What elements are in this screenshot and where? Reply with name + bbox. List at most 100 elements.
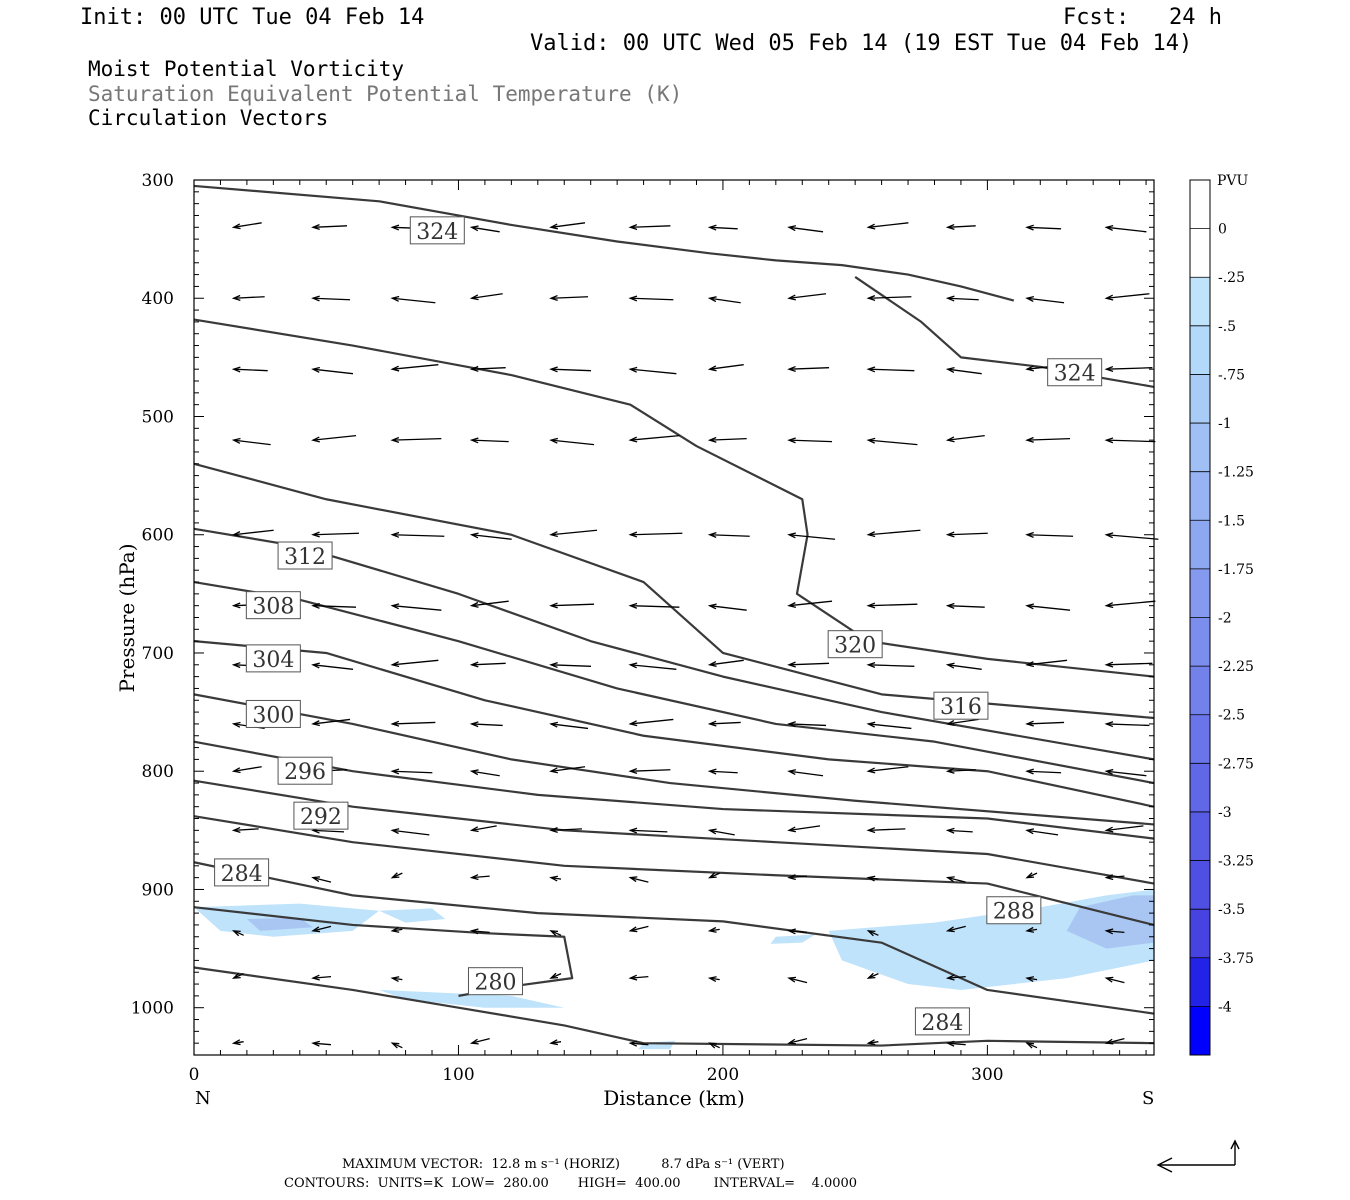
vector-arrow-head bbox=[707, 976, 717, 983]
vector-arrow-head bbox=[390, 365, 400, 372]
vector-arrow-head bbox=[1025, 828, 1035, 835]
vector-arrow-head bbox=[787, 976, 797, 983]
vector-arrow bbox=[630, 605, 680, 608]
vector-arrow bbox=[1026, 605, 1071, 611]
theta-contour-308 bbox=[193, 580, 1155, 785]
theta-contours bbox=[193, 184, 1155, 1047]
vector-arrow bbox=[392, 297, 436, 304]
vector-arrow bbox=[1106, 439, 1156, 443]
vector-arrow bbox=[312, 877, 332, 883]
vector-arrow-head bbox=[945, 295, 955, 302]
vector-arrow-head bbox=[1025, 365, 1035, 372]
vector-arrow-head bbox=[390, 603, 400, 610]
vector-arrow-head bbox=[231, 721, 241, 728]
vector-arrow bbox=[709, 721, 741, 725]
vector-arrow-head bbox=[707, 531, 717, 538]
vector-arrow-head bbox=[1025, 872, 1035, 879]
vector-arrow bbox=[312, 718, 351, 725]
vector-arrow-head bbox=[628, 531, 638, 538]
vector-arrow-head bbox=[707, 828, 717, 835]
x-tick-label: 100 bbox=[442, 1065, 474, 1085]
contour-label-box bbox=[1047, 358, 1103, 387]
pv-shade-region bbox=[379, 908, 446, 923]
vector-arrow-head bbox=[231, 826, 241, 833]
contour-labels: 324 324 320 316 312 308 304 300 296 292 288 284 280 2… bbox=[214, 216, 1103, 1036]
vector-arrow-head bbox=[866, 295, 876, 302]
colorbar-segment bbox=[1190, 374, 1210, 424]
vector-arrow bbox=[392, 364, 439, 370]
vector-arrow-head bbox=[945, 223, 955, 230]
vector-arrow-head bbox=[628, 876, 638, 883]
vector-arrow bbox=[868, 603, 918, 607]
colorbar-segment bbox=[1190, 471, 1210, 521]
vector-arrow bbox=[868, 664, 915, 667]
vector-arrow-head bbox=[549, 602, 558, 609]
y-tick-label: 900 bbox=[142, 880, 174, 900]
vector-arrow-head bbox=[469, 532, 479, 539]
colorbar-label: -1.25 bbox=[1218, 465, 1254, 481]
vector-arrow-head bbox=[231, 767, 241, 774]
vector-arrow-head bbox=[628, 295, 638, 302]
vector-arrow bbox=[630, 664, 677, 670]
contour-label: 296 bbox=[284, 760, 326, 785]
vector-arrow-head bbox=[390, 976, 400, 983]
vector-arrow-head bbox=[707, 436, 717, 443]
y-tick-labels: 300 400 500 600 700 800 900 1000 bbox=[131, 171, 174, 1019]
vector-arrow-head bbox=[866, 875, 876, 882]
colorbar-label: -3.5 bbox=[1218, 902, 1245, 918]
colorbar-label: -3.25 bbox=[1218, 854, 1254, 870]
vector-arrow-head bbox=[231, 972, 241, 979]
colorbar-label: -1 bbox=[1218, 416, 1232, 432]
vector-arrow-head bbox=[311, 974, 320, 981]
field-3: Circulation Vectors bbox=[88, 106, 329, 130]
vector-arrow-head bbox=[311, 876, 321, 883]
contour-label-box bbox=[933, 691, 989, 720]
theta-contour-284 bbox=[193, 861, 1155, 1015]
vector-arrow-head bbox=[1104, 1038, 1114, 1045]
vector-arrow-head bbox=[469, 928, 479, 935]
vector-arrow bbox=[630, 1042, 649, 1046]
vector-arrow bbox=[471, 825, 497, 831]
pv-shade-region bbox=[379, 989, 565, 1008]
colorbar-segment bbox=[1190, 228, 1210, 278]
colorbar-label: -.25 bbox=[1218, 270, 1245, 286]
contour-label-box bbox=[245, 644, 301, 673]
vector-arrow-head bbox=[1104, 826, 1114, 833]
vector-arrow-head bbox=[1104, 437, 1114, 444]
vector-arrow bbox=[233, 439, 271, 446]
y-axis-label: Pressure (hPa) bbox=[115, 544, 139, 693]
colorbar-segment bbox=[1190, 617, 1210, 667]
vector-arrow bbox=[868, 222, 909, 228]
contour-label: 316 bbox=[940, 695, 982, 720]
colorbar-segment bbox=[1190, 763, 1210, 813]
vector-arrow-head bbox=[390, 224, 400, 231]
vector-arrow-head bbox=[787, 602, 796, 609]
vector-arrow bbox=[947, 975, 966, 979]
vector-arrow bbox=[709, 437, 747, 441]
vector-arrow bbox=[789, 662, 830, 666]
vector-arrow-head bbox=[787, 365, 796, 372]
vector-arrow bbox=[312, 975, 332, 979]
contour-label: 324 bbox=[416, 220, 458, 245]
colorbar-segment bbox=[1190, 568, 1210, 618]
vector-arrow bbox=[551, 368, 592, 372]
vector-arrow-head bbox=[469, 225, 479, 232]
vector-arrow bbox=[868, 723, 912, 730]
pv-shade-region bbox=[828, 889, 1154, 990]
vector-arrow-head bbox=[707, 720, 717, 727]
vector-arrow-head bbox=[707, 296, 717, 303]
valid-time: Valid: 00 UTC Wed 05 Feb 14 (19 EST Tue … bbox=[530, 31, 1193, 56]
x-tick-label: 200 bbox=[707, 1065, 739, 1085]
contour-label-box bbox=[986, 896, 1042, 925]
vector-arrow bbox=[550, 766, 586, 772]
vector-arrow bbox=[788, 977, 808, 984]
contour-label: 320 bbox=[834, 634, 876, 659]
vector-arrow bbox=[947, 605, 985, 608]
colorbar-label: -2 bbox=[1218, 611, 1232, 627]
colorbar-label: -2.75 bbox=[1218, 756, 1254, 772]
contour-label-box bbox=[409, 216, 465, 245]
vector-arrow-head bbox=[707, 365, 717, 372]
vector-arrow-head bbox=[311, 720, 320, 727]
x-end-left: N bbox=[195, 1088, 211, 1109]
vector-arrow bbox=[630, 225, 671, 228]
